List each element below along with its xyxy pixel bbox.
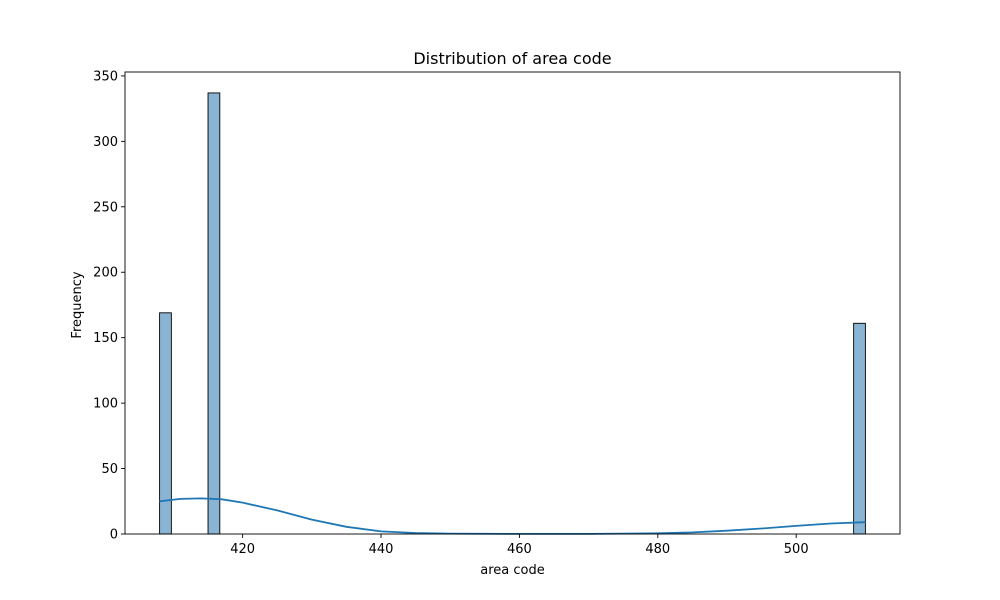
- y-tick-label: 350: [93, 69, 118, 84]
- x-tick-label: 460: [507, 542, 532, 557]
- y-tick-label: 50: [101, 462, 118, 477]
- y-tick-label: 250: [93, 200, 118, 215]
- x-tick-label: 500: [784, 542, 809, 557]
- y-tick-label: 0: [110, 528, 118, 543]
- y-tick-label: 200: [93, 266, 118, 281]
- x-tick-label: 440: [369, 542, 394, 557]
- x-axis-label: area code: [480, 563, 544, 578]
- plot-area: [124, 71, 901, 535]
- y-tick-label: 300: [93, 135, 118, 150]
- bars-group: [159, 92, 866, 535]
- chart-title: Distribution of area code: [413, 49, 611, 68]
- y-tick-label: 150: [93, 331, 118, 346]
- x-tick-label: 420: [230, 542, 255, 557]
- plot-frame: [124, 71, 901, 535]
- x-axis: 420 440 460 480 500: [230, 534, 809, 557]
- y-tick-label: 100: [93, 397, 118, 412]
- y-axis-label: Frequency: [70, 271, 85, 338]
- x-tick-label: 480: [645, 542, 670, 557]
- y-axis: 0 50 100 150 200 250 300 350: [93, 69, 125, 543]
- histogram-bar-2: [853, 322, 866, 535]
- kde-curve: [159, 497, 866, 535]
- histogram-bar-1: [207, 92, 221, 535]
